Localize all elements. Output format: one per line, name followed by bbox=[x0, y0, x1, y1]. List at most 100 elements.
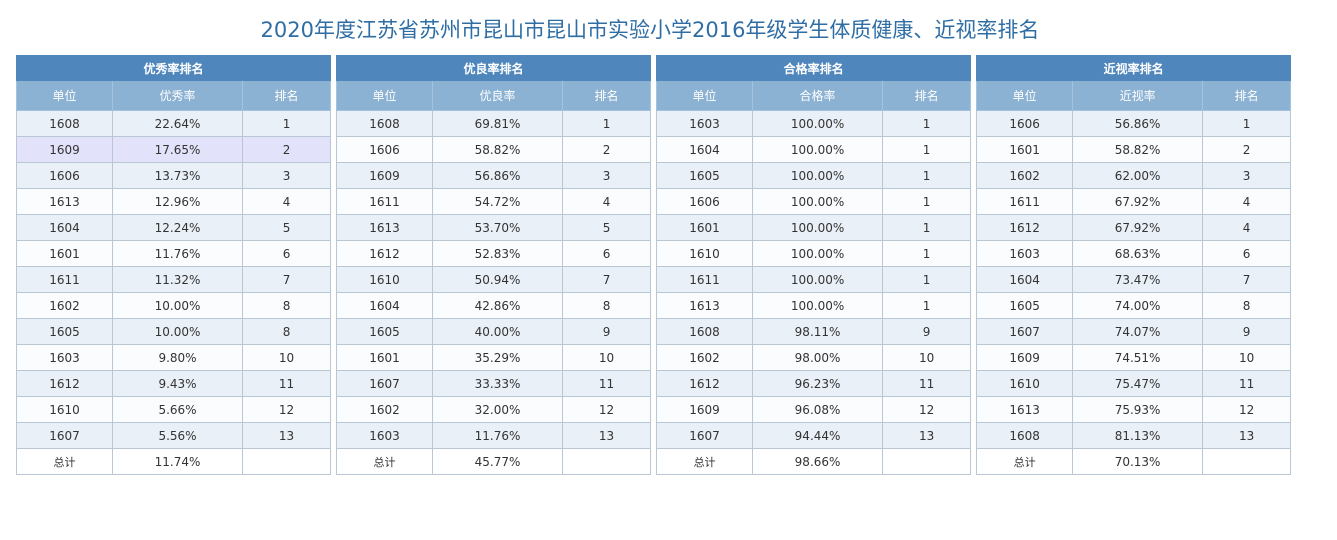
good-rate-ranking-table: 优良率排名 单位 优良率 排名 1608 69.81% 1 1606 58.82% 2 1609 56… bbox=[336, 55, 652, 475]
rate-column-header[interactable]: 近视率 bbox=[1072, 80, 1204, 111]
unit-column-header[interactable]: 单位 bbox=[336, 80, 434, 111]
pass-rate-ranking-table: 合格率排名 单位 合格率 排名 1603 100.00% 1 1604 100.00% 1 1605… bbox=[656, 55, 972, 475]
table-row[interactable]: 1602 98.00% 10 bbox=[656, 344, 972, 371]
table-row[interactable]: 1604 12.24% 5 bbox=[16, 214, 332, 241]
table-row[interactable]: 1612 96.23% 11 bbox=[656, 370, 972, 397]
table-row[interactable]: 1603 68.63% 6 bbox=[976, 240, 1292, 267]
table-row[interactable]: 1603 11.76% 13 bbox=[336, 422, 652, 449]
table-row[interactable]: 1608 69.81% 1 bbox=[336, 110, 652, 137]
rank-cell: 11 bbox=[562, 370, 652, 397]
rate-cell: 9.80% bbox=[112, 344, 243, 371]
table-row[interactable]: 1612 67.92% 4 bbox=[976, 214, 1292, 241]
rank-cell: 9 bbox=[1202, 318, 1292, 345]
table-title: 近视率排名 bbox=[976, 55, 1292, 81]
table-row[interactable]: 1603 100.00% 1 bbox=[656, 110, 972, 137]
table-row[interactable]: 1602 62.00% 3 bbox=[976, 162, 1292, 189]
rate-cell: 35.29% bbox=[432, 344, 564, 371]
unit-column-header[interactable]: 单位 bbox=[656, 80, 754, 111]
table-row[interactable]: 1613 53.70% 5 bbox=[336, 214, 652, 241]
rate-cell: 10.00% bbox=[112, 318, 243, 345]
rate-cell: 42.86% bbox=[432, 292, 564, 319]
table-row[interactable]: 1609 17.65% 2 bbox=[16, 136, 332, 163]
rank-column-header[interactable]: 排名 bbox=[1202, 80, 1292, 111]
table-row[interactable]: 1604 100.00% 1 bbox=[656, 136, 972, 163]
table-row[interactable]: 1612 9.43% 11 bbox=[16, 370, 332, 397]
table-row[interactable]: 1604 73.47% 7 bbox=[976, 266, 1292, 293]
table-row[interactable]: 1602 32.00% 12 bbox=[336, 396, 652, 423]
rank-cell: 11 bbox=[1202, 370, 1292, 397]
rate-column-header[interactable]: 合格率 bbox=[752, 80, 884, 111]
table-row[interactable]: 1609 96.08% 12 bbox=[656, 396, 972, 423]
table-row[interactable]: 1613 12.96% 4 bbox=[16, 188, 332, 215]
table-row[interactable]: 1608 81.13% 13 bbox=[976, 422, 1292, 449]
table-row[interactable]: 1611 67.92% 4 bbox=[976, 188, 1292, 215]
rate-cell: 100.00% bbox=[752, 136, 884, 163]
unit-cell: 1603 bbox=[16, 344, 113, 371]
rate-column-header[interactable]: 优良率 bbox=[432, 80, 564, 111]
table-row[interactable]: 1605 10.00% 8 bbox=[16, 318, 332, 345]
table-row[interactable]: 1605 74.00% 8 bbox=[976, 292, 1292, 319]
table-row[interactable]: 1611 54.72% 4 bbox=[336, 188, 652, 215]
table-row[interactable]: 1612 52.83% 6 bbox=[336, 240, 652, 267]
table-row[interactable]: 1605 40.00% 9 bbox=[336, 318, 652, 345]
unit-cell: 1611 bbox=[656, 266, 754, 293]
table-row[interactable]: 1605 100.00% 1 bbox=[656, 162, 972, 189]
rank-cell: 13 bbox=[882, 422, 972, 449]
table-row[interactable]: 1601 11.76% 6 bbox=[16, 240, 332, 267]
table-row[interactable]: 1609 56.86% 3 bbox=[336, 162, 652, 189]
table-row[interactable]: 1606 58.82% 2 bbox=[336, 136, 652, 163]
table-row[interactable]: 1607 5.56% 13 bbox=[16, 422, 332, 449]
table-row[interactable]: 1609 74.51% 10 bbox=[976, 344, 1292, 371]
table-row[interactable]: 1606 13.73% 3 bbox=[16, 162, 332, 189]
rank-cell: 4 bbox=[1202, 214, 1292, 241]
table-row[interactable]: 1601 100.00% 1 bbox=[656, 214, 972, 241]
total-row: 总计 11.74% bbox=[16, 448, 332, 475]
rank-column-header[interactable]: 排名 bbox=[241, 80, 332, 111]
unit-cell: 1603 bbox=[656, 110, 754, 137]
table-row[interactable]: 1608 98.11% 9 bbox=[656, 318, 972, 345]
table-row[interactable]: 1613 100.00% 1 bbox=[656, 292, 972, 319]
rate-cell: 12.96% bbox=[112, 188, 243, 215]
table-row[interactable]: 1606 56.86% 1 bbox=[976, 110, 1292, 137]
table-row[interactable]: 1610 75.47% 11 bbox=[976, 370, 1292, 397]
rank-column-header[interactable]: 排名 bbox=[882, 80, 972, 111]
rate-column-header[interactable]: 优秀率 bbox=[112, 80, 243, 111]
table-row[interactable]: 1613 75.93% 12 bbox=[976, 396, 1292, 423]
unit-column-header[interactable]: 单位 bbox=[976, 80, 1074, 111]
table-row[interactable]: 1607 33.33% 11 bbox=[336, 370, 652, 397]
table-row[interactable]: 1607 94.44% 13 bbox=[656, 422, 972, 449]
unit-cell: 1601 bbox=[336, 344, 434, 371]
table-title: 合格率排名 bbox=[656, 55, 972, 81]
table-row[interactable]: 1602 10.00% 8 bbox=[16, 292, 332, 319]
table-title: 优秀率排名 bbox=[15, 55, 332, 81]
table-row[interactable]: 1607 74.07% 9 bbox=[976, 318, 1292, 345]
table-row[interactable]: 1610 100.00% 1 bbox=[656, 240, 972, 267]
rate-cell: 10.00% bbox=[112, 292, 243, 319]
unit-cell: 1605 bbox=[16, 318, 113, 345]
rate-cell: 11.76% bbox=[432, 422, 564, 449]
table-row[interactable]: 1606 100.00% 1 bbox=[656, 188, 972, 215]
total-rate: 45.77% bbox=[432, 448, 564, 475]
unit-cell: 1612 bbox=[656, 370, 754, 397]
table-row[interactable]: 1601 58.82% 2 bbox=[976, 136, 1292, 163]
table-row[interactable]: 1611 11.32% 7 bbox=[16, 266, 332, 293]
table-row[interactable]: 1610 50.94% 7 bbox=[336, 266, 652, 293]
table-row[interactable]: 1601 35.29% 10 bbox=[336, 344, 652, 371]
table-row[interactable]: 1610 5.66% 12 bbox=[16, 396, 332, 423]
unit-cell: 1605 bbox=[656, 162, 754, 189]
unit-cell: 1610 bbox=[656, 240, 754, 267]
unit-cell: 1603 bbox=[336, 422, 434, 449]
rank-column-header[interactable]: 排名 bbox=[562, 80, 652, 111]
rate-cell: 33.33% bbox=[432, 370, 564, 397]
page-title: 2020年度江苏省苏州市昆山市昆山市实验小学2016年级学生体质健康、近视率排名 bbox=[260, 18, 1040, 42]
unit-column-header[interactable]: 单位 bbox=[16, 80, 113, 111]
table-row[interactable]: 1604 42.86% 8 bbox=[336, 292, 652, 319]
table-row[interactable]: 1603 9.80% 10 bbox=[16, 344, 332, 371]
rate-cell: 40.00% bbox=[432, 318, 564, 345]
table-row[interactable]: 1608 22.64% 1 bbox=[16, 110, 332, 137]
rank-cell: 8 bbox=[1202, 292, 1292, 319]
total-rank bbox=[1202, 448, 1292, 475]
rate-cell: 58.82% bbox=[1072, 136, 1204, 163]
table-row[interactable]: 1611 100.00% 1 bbox=[656, 266, 972, 293]
unit-cell: 1604 bbox=[976, 266, 1074, 293]
